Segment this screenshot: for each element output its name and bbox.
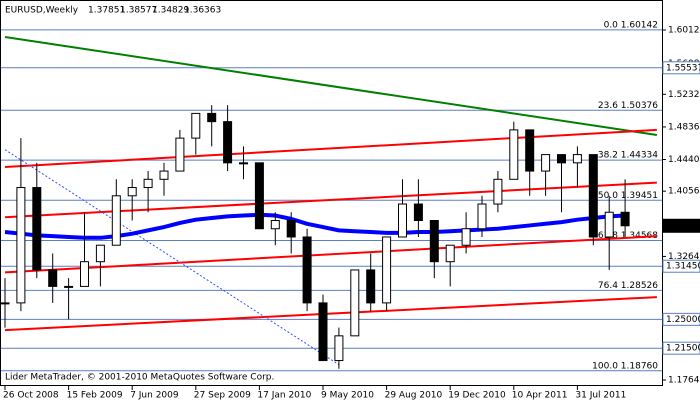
candle-body <box>493 178 503 205</box>
fibo-label: 76.4 1.28526 <box>598 281 658 291</box>
candle-body <box>477 203 487 230</box>
candle-body <box>0 302 10 305</box>
fibo-label: 61.8 1.34568 <box>598 231 658 241</box>
trendline <box>4 36 658 136</box>
candle-body <box>366 269 376 304</box>
candle-body <box>127 187 137 197</box>
moving-average <box>4 212 626 240</box>
fibo-label: 23.6 1.50376 <box>598 101 658 111</box>
last-close: 1.36363 <box>184 6 221 16</box>
level-label: 1.25000 <box>666 315 700 325</box>
candle-body <box>398 203 407 238</box>
candle-body <box>413 203 423 222</box>
candle-body <box>159 170 169 180</box>
candle-body <box>445 244 455 263</box>
candle-body <box>509 129 519 180</box>
candle-body <box>382 236 392 304</box>
level-label: 1.21500 <box>666 344 700 354</box>
x-tick-label: 10 Apr 2011 <box>512 391 568 401</box>
footer: Lider MetaTrader, © 2001-2010 MetaQuotes… <box>5 373 274 383</box>
candle-body <box>572 154 582 164</box>
candle-body <box>64 285 74 288</box>
candle-body <box>557 154 566 164</box>
plot-frame <box>0 0 663 386</box>
y-tick-label: 1.17640 <box>668 376 700 386</box>
x-tick-label: 26 Oct 2008 <box>3 391 59 401</box>
fibo-label: 100.0 1.18760 <box>592 361 658 371</box>
level-box <box>662 341 700 355</box>
candle-body <box>95 244 105 263</box>
fibo-label: 0.0 1.60142 <box>604 20 658 30</box>
candle-body <box>16 187 26 304</box>
candle-body <box>239 162 248 165</box>
y-tick-label: 1.44400 <box>668 155 700 165</box>
candle-body <box>302 236 312 304</box>
trendline <box>4 296 657 332</box>
x-tick-label: 19 Dec 2010 <box>448 391 506 401</box>
candle-body <box>32 187 42 271</box>
candle-body <box>350 269 360 337</box>
trendline <box>4 235 657 274</box>
level-label: 1.31450 <box>666 262 700 272</box>
x-tick-label: 7 Jun 2009 <box>130 391 179 401</box>
y-tick-label: 1.40560 <box>668 187 700 197</box>
last-open: 1.37851 <box>88 6 125 16</box>
x-tick-label: 9 May 2010 <box>321 391 374 401</box>
candle-body <box>286 220 296 238</box>
y-tick-label: 1.48360 <box>668 122 700 132</box>
candle-body <box>604 211 614 238</box>
candle-body <box>175 137 185 172</box>
price-box <box>663 218 700 233</box>
candle-body <box>620 211 630 227</box>
last-low: 1.34829 <box>152 6 189 16</box>
candle-body <box>461 228 471 246</box>
title-block: EURUSD,Weekly 1.37851 1.38577 1.34829 1.… <box>5 6 221 16</box>
y-tick-label: 1.60120 <box>668 26 700 36</box>
candle-body <box>80 261 89 287</box>
candle-body <box>143 178 153 189</box>
candle-body <box>111 195 121 246</box>
level-box <box>662 312 700 326</box>
candle-body <box>525 129 535 172</box>
candle-body <box>207 112 217 123</box>
chart-title: EURUSD,Weekly <box>5 6 79 16</box>
x-tick-label: 31 Jul 2011 <box>575 391 626 401</box>
candle-body <box>223 121 233 164</box>
level-box <box>662 61 700 75</box>
candle-body <box>588 154 598 238</box>
candle-body <box>318 302 328 362</box>
level-label: 1.55537 <box>666 63 700 73</box>
candle-body <box>191 112 201 139</box>
y-tick-label: 1.52320 <box>668 90 700 100</box>
x-tick-label: 27 Sep 2009 <box>194 391 251 401</box>
candle-body <box>48 269 58 287</box>
trendline <box>4 128 657 168</box>
level-box <box>662 259 700 273</box>
x-tick-label: 29 Aug 2010 <box>385 391 443 401</box>
candle-body <box>429 220 439 263</box>
candle-body <box>541 154 551 172</box>
y-tick-label: 1.32640 <box>668 252 700 262</box>
fibo-label: 50.0 1.39451 <box>598 191 658 201</box>
x-tick-label: 17 Jan 2010 <box>257 391 311 401</box>
candle-body <box>334 335 344 362</box>
candle-body <box>270 220 280 230</box>
candle-body <box>254 162 264 230</box>
fibo-label: 38.2 1.44334 <box>598 151 658 161</box>
price-label: 1.3636 <box>667 221 699 231</box>
last-high: 1.38577 <box>120 6 157 16</box>
x-tick-label: 15 Feb 2009 <box>67 391 123 401</box>
